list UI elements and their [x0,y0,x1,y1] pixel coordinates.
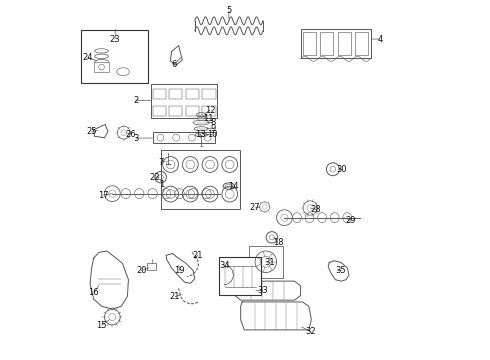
Text: 21: 21 [170,292,180,301]
Bar [147,263,156,270]
Polygon shape [171,45,182,65]
Text: 18: 18 [272,238,283,247]
Polygon shape [166,253,195,283]
Text: 13: 13 [195,130,205,139]
Bar [197,118,205,120]
Text: 23: 23 [110,35,121,44]
Bar [197,117,205,118]
Bar [320,32,333,55]
Text: 1: 1 [159,180,165,189]
Text: 15: 15 [97,321,107,330]
Polygon shape [90,251,128,309]
Bar [186,89,199,99]
Text: 25: 25 [86,127,97,136]
Text: 7: 7 [158,158,163,167]
Bar [338,32,351,55]
Bar [248,246,283,278]
Polygon shape [241,302,311,330]
Bar [161,150,240,209]
Text: 4: 4 [377,35,383,44]
Bar [197,115,205,116]
Text: 32: 32 [305,327,316,336]
Bar [202,89,216,99]
Bar [303,32,316,55]
Bar [153,132,216,143]
Text: 9: 9 [210,124,215,133]
Bar [169,106,182,116]
Polygon shape [94,125,108,138]
Text: 33: 33 [257,286,268,295]
Text: 21: 21 [193,251,203,260]
Text: 35: 35 [336,266,346,275]
Bar [169,89,182,99]
Polygon shape [235,281,300,300]
Text: 27: 27 [250,203,260,212]
Bar [95,62,109,72]
Text: 5: 5 [226,6,231,15]
Text: 20: 20 [137,266,147,275]
Text: 8: 8 [210,118,216,127]
Text: 24: 24 [83,53,93,62]
Text: 34: 34 [219,261,229,270]
Text: 12: 12 [205,105,215,114]
Text: 11: 11 [203,114,214,123]
Text: 3: 3 [133,134,138,143]
Bar [152,89,166,99]
Text: 6: 6 [172,60,177,69]
Bar [186,106,199,116]
Text: 16: 16 [88,288,99,297]
Bar [300,30,370,58]
Text: 28: 28 [311,205,321,214]
Text: 29: 29 [345,216,356,225]
Text: 26: 26 [125,130,136,139]
Text: 14: 14 [228,182,239,191]
Bar [219,257,262,296]
Text: 30: 30 [337,165,347,174]
Text: 2: 2 [133,96,138,105]
Text: 31: 31 [264,258,275,267]
Text: 17: 17 [98,190,109,199]
Text: 10: 10 [207,130,218,139]
Polygon shape [328,261,349,281]
Bar [202,106,216,116]
Text: 19: 19 [174,266,185,275]
Bar [81,30,148,83]
Text: 22: 22 [149,173,160,182]
Bar [151,84,217,118]
Bar [355,32,368,55]
Bar [152,106,166,116]
